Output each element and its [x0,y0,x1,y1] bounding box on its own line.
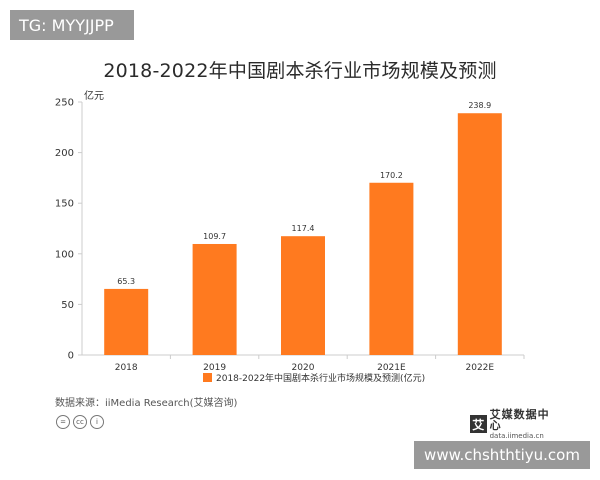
bar-value-label: 109.7 [203,232,226,241]
bar-value-label: 170.2 [380,171,403,180]
x-tick-label: 2021E [377,363,406,373]
brand-url: data.iimedia.cn [489,431,544,440]
bar [281,236,325,355]
x-tick-label: 2022E [466,363,495,373]
x-tick-label: 2020 [292,363,315,373]
bar-value-label: 65.3 [117,277,135,286]
bar-value-label: 117.4 [292,224,315,233]
license-icons: = cc i [56,415,104,429]
y-axis-unit-label: 亿元 [84,89,104,102]
equals-icon: = [56,415,70,429]
chart-title: 2018-2022年中国剧本杀行业市场规模及预测 [103,60,497,82]
bar [457,113,502,355]
legend-swatch [203,373,212,382]
brand-name: 艾媒数据中心 [489,407,550,432]
watermark-badge-bottom: www.chshthtiyu.com [414,441,590,469]
legend-label: 2018-2022年中国剧本杀行业市场规模及预测(亿元) [216,372,425,384]
x-tick-label: 2018 [115,363,138,373]
bar-value-label: 238.9 [468,101,491,110]
y-tick-label: 0 [68,351,74,362]
bar [104,288,149,355]
person-icon: i [90,415,104,429]
watermark-badge-top: TG: MYYJJPP [10,10,134,40]
x-tick-label: 2019 [203,363,226,373]
y-tick-label: 200 [55,148,74,159]
y-tick-label: 100 [55,249,74,260]
cc-icon: cc [73,415,87,429]
brand-mark-icon: 艾 [470,415,487,433]
source-text: 数据来源：iiMedia Research(艾媒咨询) [55,398,238,409]
y-tick-label: 50 [61,300,74,311]
y-tick-label: 250 [55,98,74,109]
bar [192,243,237,355]
brand-logo: 艾 艾媒数据中心 data.iimedia.cn [470,407,556,440]
bar [369,182,414,355]
y-tick-label: 150 [55,199,74,210]
